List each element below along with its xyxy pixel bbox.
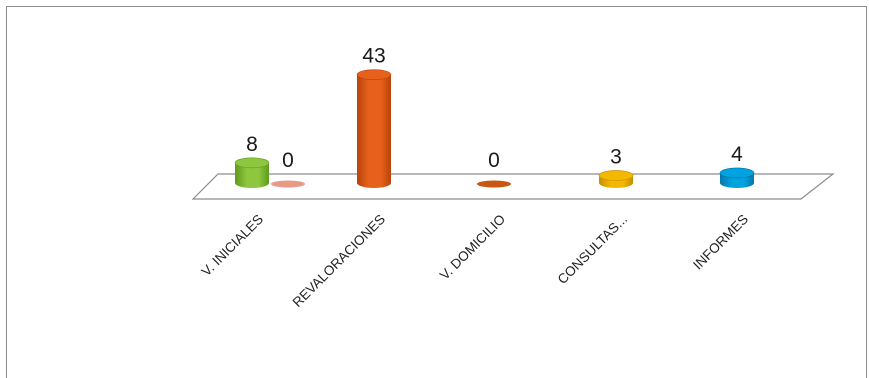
bar-zero-disc xyxy=(477,180,511,188)
bar-value-label: 3 xyxy=(610,145,622,168)
bar-value-label: 4 xyxy=(731,143,743,166)
bar-value-label: 0 xyxy=(282,149,294,172)
bar-value-label: 8 xyxy=(246,133,258,156)
chart-category-labels: V. INICIALES REVALORACIONES V. DOMICILIO CO… xyxy=(199,212,752,310)
bar-1 xyxy=(234,157,270,188)
bar-top xyxy=(234,157,270,169)
bar-3 xyxy=(356,69,392,188)
bar-top xyxy=(719,167,755,179)
bar-body xyxy=(357,74,391,188)
category-label: V. DOMICILIO xyxy=(437,212,508,283)
chart-bars xyxy=(234,69,755,188)
chart-floor xyxy=(191,173,835,200)
category-label: V. INICIALES xyxy=(199,212,267,280)
bar-value-label: 43 xyxy=(362,45,385,68)
category-label: CONSULTAS... xyxy=(555,212,630,287)
bar-top xyxy=(356,69,392,80)
bar-6 xyxy=(719,167,755,188)
bar-body xyxy=(235,162,269,188)
bar-5 xyxy=(598,170,634,188)
bar-top xyxy=(598,170,634,181)
bar-zero-disc xyxy=(271,180,305,188)
bar-4 xyxy=(477,180,511,188)
category-label: INFORMES xyxy=(690,212,751,273)
bar-value-label: 0 xyxy=(488,149,500,172)
bar-2 xyxy=(271,180,305,188)
chart-value-labels: 8 0 43 0 3 4 xyxy=(246,45,743,172)
category-label: REVALORACIONES xyxy=(290,212,388,310)
